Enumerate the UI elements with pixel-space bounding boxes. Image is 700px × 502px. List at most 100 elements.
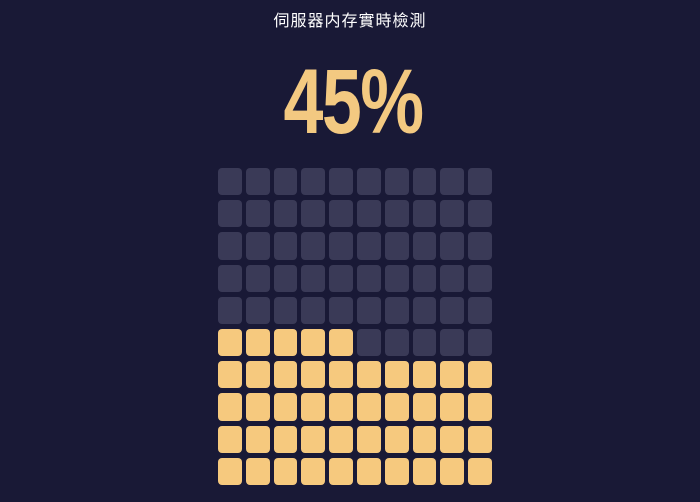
waffle-cell-filled: [245, 425, 270, 453]
waffle-cell-filled: [440, 393, 465, 421]
waffle-cell-empty: [468, 264, 492, 292]
waffle-cell-filled: [412, 425, 437, 453]
waffle-cell-empty: [384, 200, 409, 228]
waffle-cell-empty: [245, 232, 270, 260]
waffle-cell-empty: [468, 168, 492, 196]
waffle-cell-empty: [301, 264, 326, 292]
waffle-cell-filled: [329, 329, 353, 357]
waffle-cell-filled: [384, 425, 409, 453]
waffle-cell-filled: [412, 393, 437, 421]
waffle-cell-filled: [273, 425, 298, 453]
waffle-cell-empty: [329, 232, 353, 260]
waffle-cell-empty: [273, 232, 298, 260]
waffle-cell-empty: [245, 296, 270, 324]
waffle-cell-filled: [329, 393, 353, 421]
waffle-cell-empty: [218, 200, 242, 228]
waffle-cell-empty: [384, 296, 409, 324]
waffle-cell-filled: [329, 425, 353, 453]
waffle-cell-empty: [440, 232, 465, 260]
waffle-cell-empty: [356, 200, 381, 228]
waffle-cell-empty: [245, 168, 270, 196]
waffle-cell-filled: [356, 457, 381, 485]
waffle-cell-filled: [412, 457, 437, 485]
waffle-cell-empty: [384, 329, 409, 357]
waffle-cell-filled: [218, 393, 242, 421]
waffle-cell-empty: [412, 168, 437, 196]
waffle-cell-filled: [218, 425, 242, 453]
waffle-cell-filled: [301, 457, 326, 485]
waffle-cell-empty: [384, 264, 409, 292]
waffle-cell-empty: [273, 296, 298, 324]
waffle-cell-empty: [412, 264, 437, 292]
waffle-cell-empty: [329, 264, 353, 292]
waffle-cell-filled: [245, 457, 270, 485]
waffle-cell-empty: [301, 200, 326, 228]
waffle-cell-empty: [273, 168, 298, 196]
waffle-cell-empty: [440, 329, 465, 357]
waffle-cell-empty: [356, 296, 381, 324]
waffle-cell-filled: [468, 457, 492, 485]
waffle-cell-filled: [384, 457, 409, 485]
waffle-cell-filled: [356, 361, 381, 389]
waffle-cell-empty: [440, 264, 465, 292]
waffle-cell-filled: [301, 393, 326, 421]
waffle-grid: [218, 168, 492, 485]
waffle-cell-filled: [412, 361, 437, 389]
waffle-cell-empty: [218, 296, 242, 324]
waffle-cell-empty: [218, 168, 242, 196]
waffle-cell-filled: [245, 393, 270, 421]
waffle-cell-filled: [218, 329, 242, 357]
waffle-cell-empty: [329, 168, 353, 196]
waffle-cell-filled: [218, 361, 242, 389]
waffle-cell-filled: [468, 361, 492, 389]
waffle-cell-empty: [245, 200, 270, 228]
waffle-cell-filled: [273, 457, 298, 485]
waffle-cell-empty: [273, 264, 298, 292]
waffle-cell-filled: [384, 393, 409, 421]
waffle-cell-empty: [301, 296, 326, 324]
waffle-cell-empty: [384, 232, 409, 260]
waffle-cell-empty: [329, 200, 353, 228]
waffle-cell-empty: [468, 296, 492, 324]
waffle-cell-filled: [329, 457, 353, 485]
waffle-cell-filled: [329, 361, 353, 389]
waffle-cell-filled: [301, 425, 326, 453]
waffle-cell-empty: [301, 168, 326, 196]
waffle-cell-empty: [468, 329, 492, 357]
waffle-cell-empty: [440, 296, 465, 324]
waffle-cell-filled: [218, 457, 242, 485]
waffle-cell-empty: [440, 200, 465, 228]
chart-title: 伺服器内存實時檢測: [273, 13, 427, 30]
waffle-cell-empty: [356, 232, 381, 260]
waffle-cell-empty: [329, 296, 353, 324]
waffle-cell-empty: [468, 232, 492, 260]
waffle-cell-empty: [440, 168, 465, 196]
waffle-cell-empty: [218, 264, 242, 292]
waffle-cell-empty: [468, 200, 492, 228]
waffle-cell-filled: [440, 425, 465, 453]
waffle-cell-empty: [218, 232, 242, 260]
waffle-cell-empty: [412, 200, 437, 228]
waffle-cell-filled: [468, 425, 492, 453]
waffle-cell-filled: [273, 393, 298, 421]
waffle-cell-filled: [468, 393, 492, 421]
waffle-cell-empty: [356, 264, 381, 292]
waffle-cell-empty: [301, 232, 326, 260]
waffle-cell-filled: [245, 361, 270, 389]
waffle-cell-empty: [412, 329, 437, 357]
waffle-cell-empty: [412, 232, 437, 260]
waffle-cell-filled: [356, 425, 381, 453]
waffle-cell-filled: [301, 361, 326, 389]
waffle-cell-empty: [273, 200, 298, 228]
memory-usage-value: 45%: [283, 51, 425, 153]
waffle-cell-filled: [440, 361, 465, 389]
waffle-cell-filled: [356, 393, 381, 421]
waffle-cell-filled: [301, 329, 326, 357]
waffle-cell-empty: [356, 168, 381, 196]
waffle-cell-empty: [384, 168, 409, 196]
waffle-cell-filled: [273, 361, 298, 389]
waffle-cell-filled: [245, 329, 270, 357]
waffle-cell-filled: [440, 457, 465, 485]
waffle-cell-empty: [245, 264, 270, 292]
